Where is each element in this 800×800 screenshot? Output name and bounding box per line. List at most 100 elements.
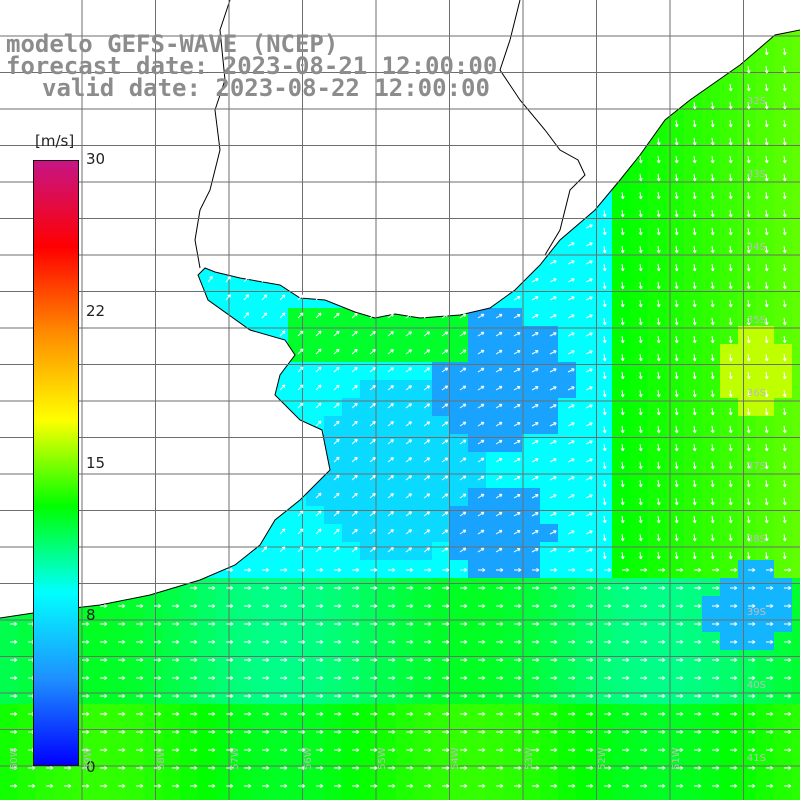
wind-arrow (423, 403, 431, 409)
wind-cell (522, 290, 540, 308)
wind-cell (684, 542, 702, 560)
wind-arrow (532, 640, 540, 644)
wind-cell (576, 416, 594, 434)
wind-cell (720, 74, 738, 92)
wind-cell (558, 686, 576, 704)
wind-cell (792, 758, 800, 776)
wind-arrow (334, 730, 342, 734)
wind-arrow (728, 335, 733, 344)
wind-cell (774, 794, 792, 800)
wind-arrow (100, 604, 108, 608)
wind-arrow (460, 676, 468, 680)
wind-cell (684, 110, 702, 128)
wind-arrow (262, 622, 270, 626)
wind-cell (630, 164, 648, 182)
wind-arrow (226, 568, 234, 572)
wind-cell (720, 92, 738, 110)
wind-cell (792, 398, 800, 416)
wind-cell (504, 686, 522, 704)
wind-arrow (10, 730, 18, 734)
wind-arrow (351, 384, 358, 391)
wind-arrow (513, 493, 521, 499)
wind-arrow (280, 586, 288, 590)
wind-cell (792, 380, 800, 398)
wind-cell (648, 326, 666, 344)
wind-arrow (692, 371, 697, 380)
wind-cell (558, 614, 576, 632)
wind-arrow (226, 604, 234, 608)
wind-cell (738, 362, 756, 380)
wind-cell (432, 614, 450, 632)
wind-cell (342, 398, 360, 416)
wind-cell (360, 560, 378, 578)
wind-arrow (387, 313, 394, 319)
wind-arrow (280, 694, 288, 698)
wind-arrow (728, 353, 733, 362)
wind-arrow (387, 475, 394, 481)
wind-cell (594, 272, 612, 290)
wind-cell (504, 596, 522, 614)
wind-arrow (656, 263, 661, 272)
wind-cell (126, 722, 144, 740)
wind-arrow (532, 622, 540, 626)
wind-arrow (478, 640, 486, 644)
wind-cell (54, 776, 72, 794)
wind-cell (540, 650, 558, 668)
wind-cell (360, 614, 378, 632)
wind-arrow (638, 335, 643, 344)
wind-arrow (280, 604, 288, 608)
wind-cell (648, 164, 666, 182)
wind-cell (756, 128, 774, 146)
wind-cell (360, 416, 378, 434)
wind-arrow (424, 622, 432, 626)
wind-arrow (100, 640, 108, 644)
wind-arrow (622, 766, 630, 770)
wind-cell (522, 380, 540, 398)
wind-arrow (549, 458, 557, 463)
wind-arrow (692, 119, 697, 128)
wind-arrow (692, 551, 697, 560)
wind-arrow (694, 784, 702, 788)
wind-arrow (620, 389, 625, 398)
wind-cell (720, 722, 738, 740)
wind-arrow (190, 676, 198, 680)
wind-cell (522, 488, 540, 506)
wind-arrow (674, 245, 679, 254)
wind-arrow (514, 586, 522, 590)
wind-arrow (532, 586, 540, 590)
wind-cell (468, 326, 486, 344)
wind-arrow (585, 476, 593, 481)
wind-arrow (441, 457, 449, 463)
wind-cell (288, 506, 306, 524)
wind-cell (306, 308, 324, 326)
wind-arrow (656, 191, 661, 200)
wind-arrow (549, 548, 557, 553)
wind-arrow (388, 712, 396, 716)
wind-arrow (333, 420, 340, 427)
wind-cell (792, 326, 800, 344)
wind-arrow (728, 299, 733, 308)
wind-arrow (766, 568, 774, 572)
wind-arrow (496, 712, 504, 716)
wind-arrow (154, 676, 162, 680)
wind-cell (684, 794, 702, 800)
wind-cell (630, 524, 648, 542)
wind-arrow (728, 83, 733, 92)
wind-cell (144, 686, 162, 704)
wind-arrow (640, 640, 648, 644)
wind-arrow (782, 209, 787, 218)
wind-arrow (316, 784, 324, 788)
wind-cell (702, 308, 720, 326)
wind-arrow (297, 366, 304, 373)
wind-cell (126, 650, 144, 668)
wind-cell (342, 506, 360, 524)
wind-cell (738, 74, 756, 92)
wind-cell (126, 668, 144, 686)
wind-arrow (424, 694, 432, 698)
wind-arrow (459, 331, 467, 337)
wind-arrow (405, 475, 413, 481)
wind-arrow (746, 533, 751, 542)
wind-arrow (495, 475, 503, 481)
wind-arrow (692, 479, 697, 488)
wind-cell (324, 722, 342, 740)
